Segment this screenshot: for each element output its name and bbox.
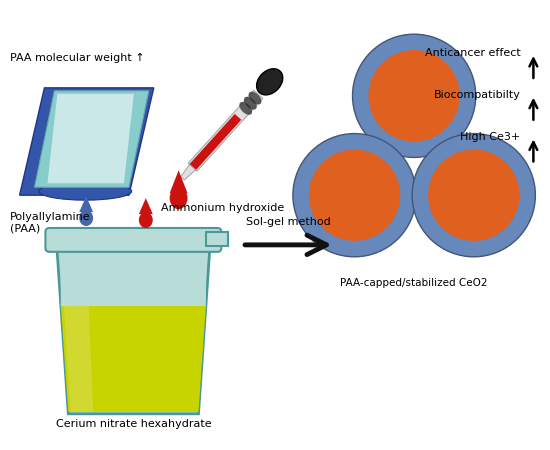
Circle shape	[353, 34, 476, 157]
Text: Polyallylamine
(PAA): Polyallylamine (PAA)	[10, 212, 90, 234]
Polygon shape	[181, 165, 195, 180]
Polygon shape	[56, 240, 211, 414]
Ellipse shape	[39, 182, 131, 200]
Polygon shape	[60, 244, 206, 306]
Polygon shape	[139, 198, 153, 214]
Polygon shape	[79, 196, 93, 212]
Ellipse shape	[257, 69, 283, 95]
Ellipse shape	[239, 102, 252, 115]
Text: PAA-capped/stabilized CeO2: PAA-capped/stabilized CeO2	[340, 278, 488, 288]
Circle shape	[368, 50, 460, 141]
Text: Cerium nitrate hexahydrate: Cerium nitrate hexahydrate	[56, 419, 212, 429]
Polygon shape	[188, 90, 263, 171]
Polygon shape	[20, 88, 154, 195]
Circle shape	[428, 149, 520, 241]
Ellipse shape	[139, 212, 153, 228]
Polygon shape	[35, 91, 149, 187]
FancyBboxPatch shape	[46, 228, 221, 252]
Polygon shape	[64, 306, 93, 412]
Polygon shape	[189, 114, 241, 170]
Polygon shape	[61, 306, 206, 412]
Text: Biocompatibilty: Biocompatibilty	[433, 90, 520, 100]
Text: Sol-gel method: Sol-gel method	[246, 217, 331, 227]
Ellipse shape	[249, 92, 261, 104]
Circle shape	[412, 134, 535, 257]
Text: High Ce3+: High Ce3+	[460, 131, 520, 142]
Text: PAA molecular weight ↑: PAA molecular weight ↑	[10, 53, 144, 63]
Ellipse shape	[169, 187, 188, 209]
Circle shape	[309, 149, 400, 241]
Text: Ammonium hydroxide: Ammonium hydroxide	[161, 203, 284, 213]
Ellipse shape	[79, 210, 93, 226]
Circle shape	[293, 134, 416, 257]
Ellipse shape	[244, 97, 257, 110]
Polygon shape	[47, 94, 134, 183]
Polygon shape	[206, 232, 228, 246]
Polygon shape	[169, 171, 188, 193]
Text: Anticancer effect: Anticancer effect	[425, 48, 520, 58]
